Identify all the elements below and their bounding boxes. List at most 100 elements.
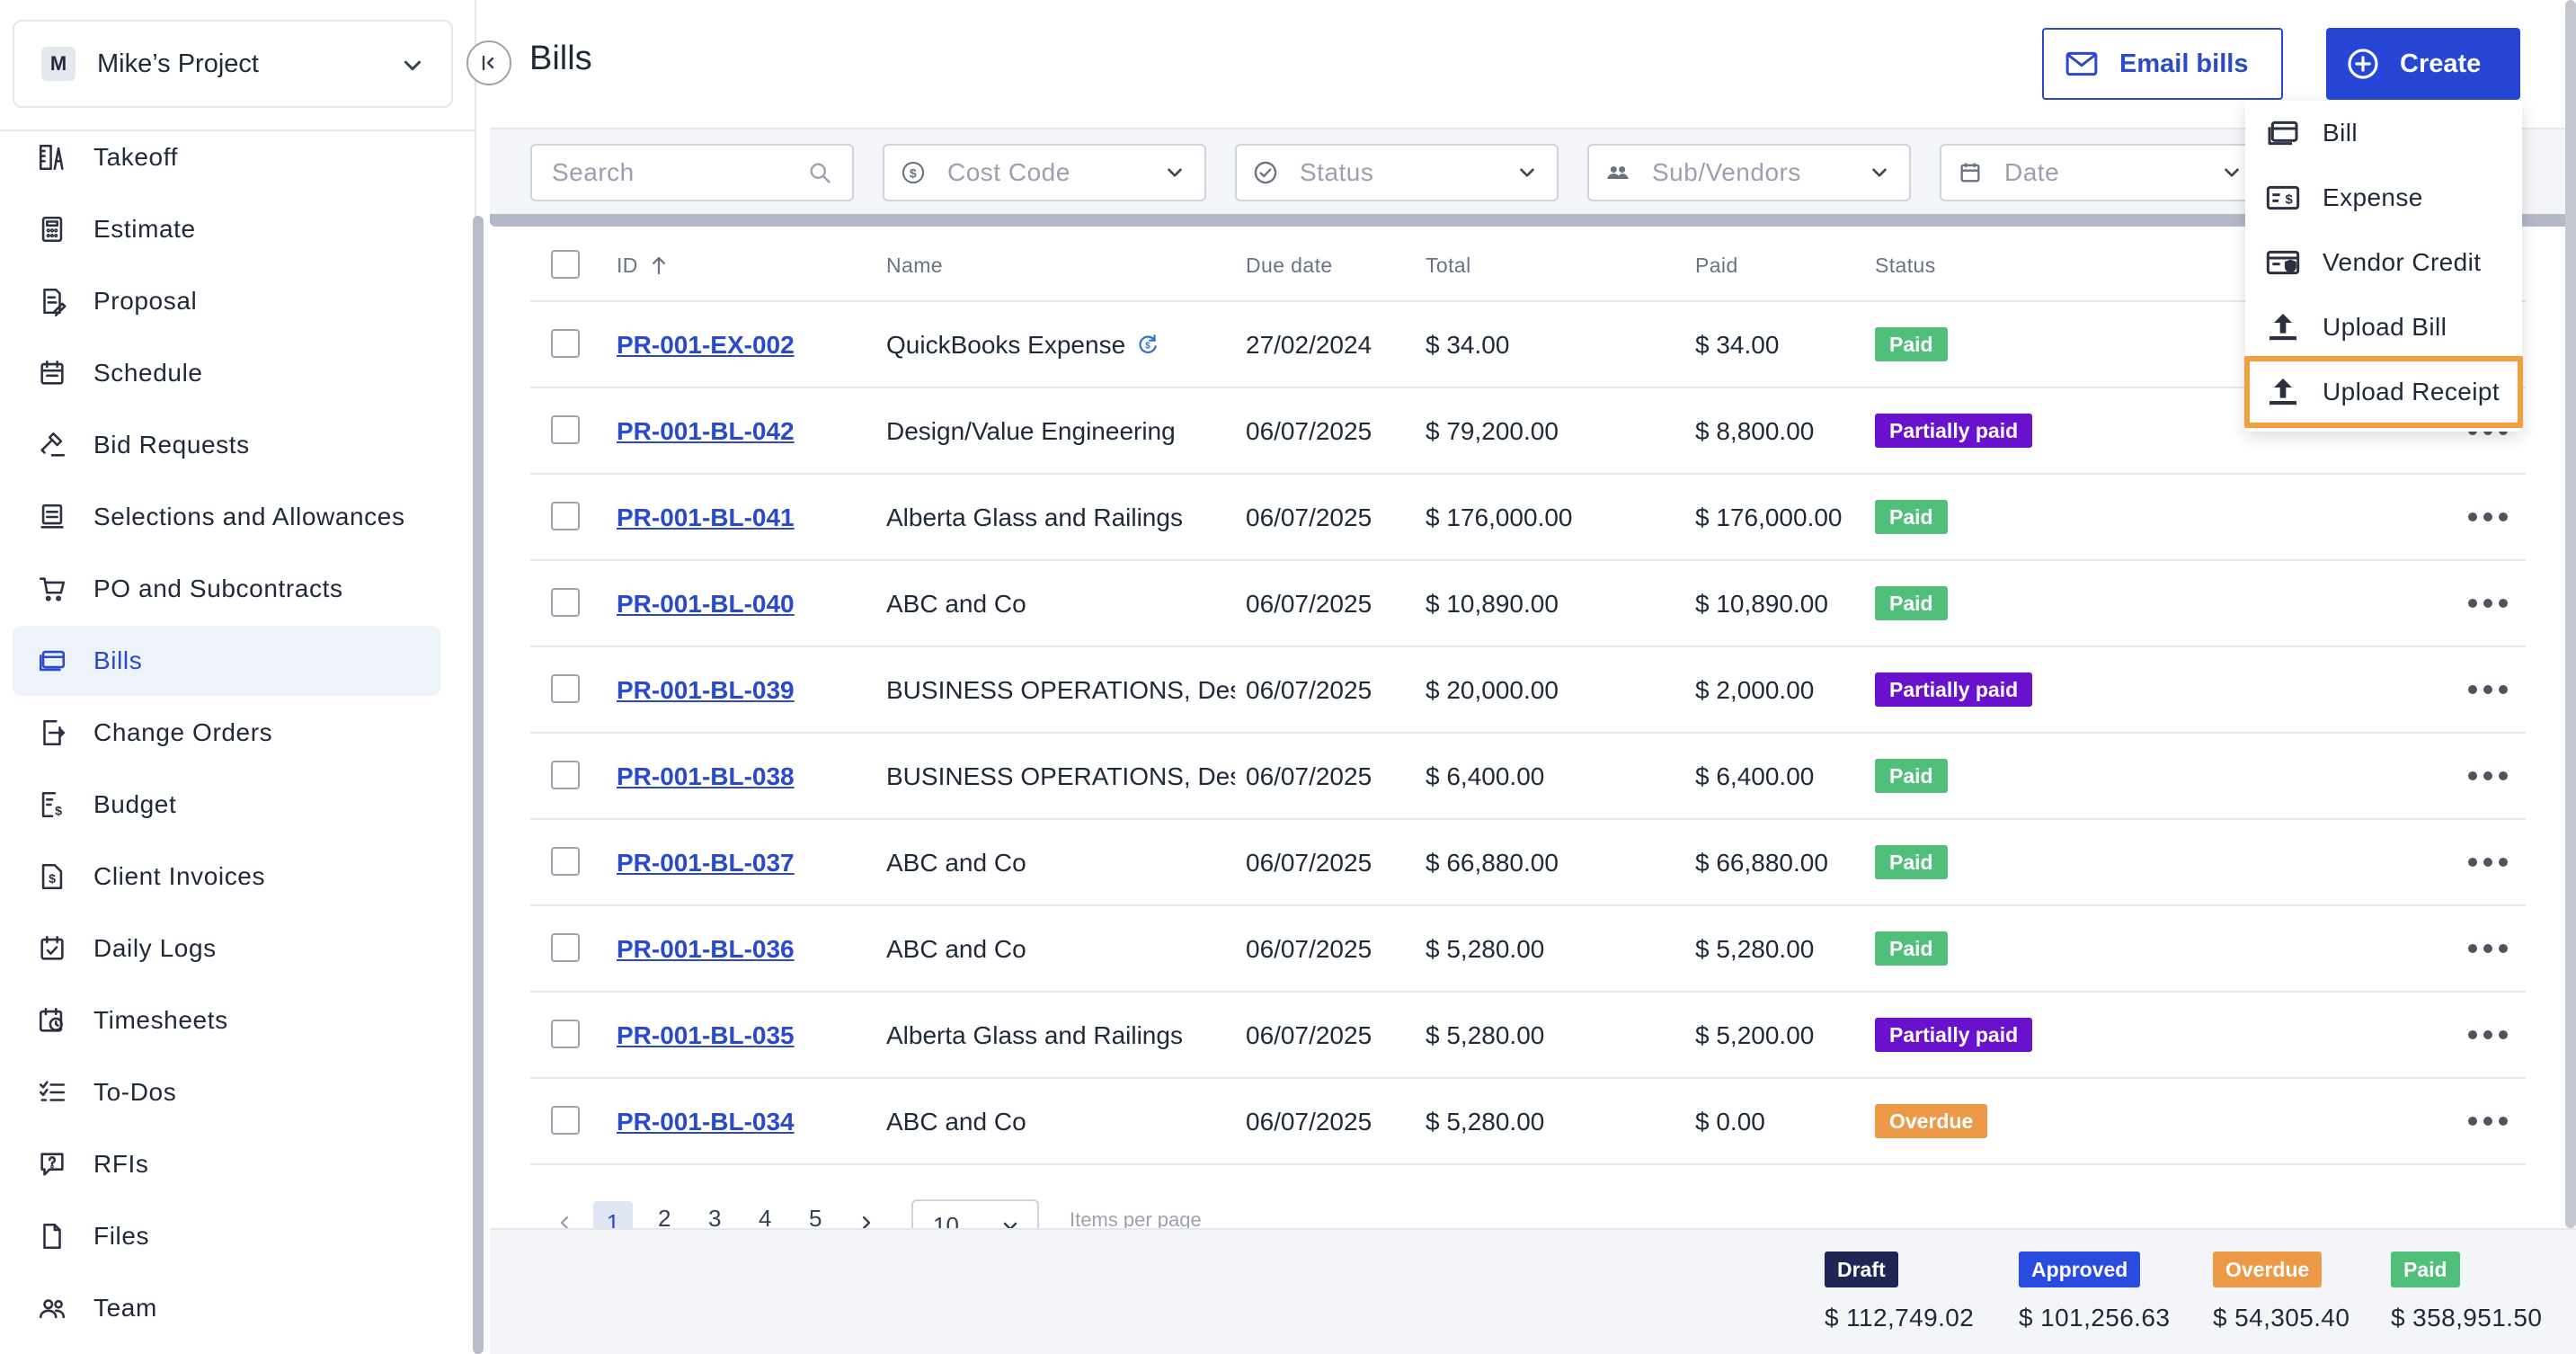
bill-id-link[interactable]: PR-001-BL-041 bbox=[617, 503, 795, 531]
sidebar-item-proposal[interactable]: Proposal bbox=[13, 266, 440, 336]
date-filter[interactable]: Date bbox=[1940, 144, 2263, 201]
table-row[interactable]: PR-001-BL-034 ABC and Co 06/07/2025 $ 5,… bbox=[530, 1079, 2526, 1165]
sidebar-item-client-invoices[interactable]: $ Client Invoices bbox=[13, 842, 440, 912]
chevron-left-icon[interactable] bbox=[554, 1212, 575, 1234]
create-button[interactable]: Create bbox=[2326, 28, 2520, 100]
bill-id-link[interactable]: PR-001-BL-042 bbox=[617, 417, 795, 445]
row-checkbox[interactable] bbox=[551, 674, 580, 703]
row-checkbox[interactable] bbox=[551, 588, 580, 617]
menu-item-label: Expense bbox=[2323, 183, 2423, 211]
bill-id-link[interactable]: PR-001-BL-037 bbox=[617, 849, 795, 877]
more-options-icon[interactable] bbox=[2468, 858, 2508, 869]
table-row[interactable]: PR-001-BL-038 BUSINESS OPERATIONS, Desig… bbox=[530, 734, 2526, 820]
table-row[interactable]: PR-001-BL-039 BUSINESS OPERATIONS, Desig… bbox=[530, 647, 2526, 734]
todos-icon bbox=[36, 1076, 68, 1109]
status-filter-label: Status bbox=[1300, 158, 1374, 186]
row-checkbox[interactable] bbox=[551, 1106, 580, 1135]
column-header-id[interactable]: ID bbox=[617, 254, 668, 278]
row-checkbox[interactable] bbox=[551, 415, 580, 444]
column-header-name[interactable]: Name bbox=[886, 254, 943, 277]
table-row[interactable]: PR-001-BL-036 ABC and Co 06/07/2025 $ 5,… bbox=[530, 906, 2526, 993]
menu-item-vendor-credit[interactable]: Vendor Credit bbox=[2245, 230, 2522, 295]
table-row[interactable]: PR-001-EX-002 QuickBooks Expense $ 27/02… bbox=[530, 302, 2526, 388]
row-checkbox[interactable] bbox=[551, 502, 580, 530]
bill-name: BUSINESS OPERATIONS, Design/Value Engine… bbox=[886, 676, 1235, 704]
total-amount: $ 66,880.00 bbox=[1426, 849, 1559, 877]
sidebar-item-files[interactable]: Files bbox=[13, 1201, 440, 1271]
more-options-icon[interactable] bbox=[2468, 685, 2508, 696]
project-switcher[interactable]: M Mike’s Project bbox=[13, 20, 453, 108]
status-filter[interactable]: Status bbox=[1235, 144, 1559, 201]
collapse-sidebar-button[interactable] bbox=[466, 40, 511, 85]
status-badge: Paid bbox=[1875, 327, 1948, 361]
sidebar-item-bid-requests[interactable]: Bid Requests bbox=[13, 410, 440, 480]
sidebar-item-selections-and-allowances[interactable]: Selections and Allowances bbox=[13, 482, 440, 552]
bill-id-link[interactable]: PR-001-BL-038 bbox=[617, 762, 795, 790]
sidebar-item-to-dos[interactable]: To-Dos bbox=[13, 1057, 440, 1127]
bill-id-link[interactable]: PR-001-BL-034 bbox=[617, 1108, 795, 1136]
horizontal-scrollbar[interactable] bbox=[490, 214, 2576, 227]
column-header-due-date[interactable]: Due date bbox=[1246, 254, 1333, 277]
row-checkbox[interactable] bbox=[551, 847, 580, 876]
column-header-status[interactable]: Status bbox=[1875, 254, 1936, 277]
page-2-button[interactable]: 2 bbox=[658, 1205, 671, 1232]
page-3-button[interactable]: 3 bbox=[708, 1205, 722, 1232]
table-row[interactable]: PR-001-BL-042 Design/Value Engineering 0… bbox=[530, 388, 2526, 475]
select-all-checkbox[interactable] bbox=[551, 250, 580, 279]
menu-item-expense[interactable]: $ Expense bbox=[2245, 165, 2522, 230]
sidebar-item-schedule[interactable]: Schedule bbox=[13, 338, 440, 408]
bill-id-link[interactable]: PR-001-BL-035 bbox=[617, 1021, 795, 1049]
sub-vendors-filter[interactable]: Sub/Vendors bbox=[1587, 144, 1911, 201]
bill-id-link[interactable]: PR-001-BL-040 bbox=[617, 590, 795, 618]
sidebar-item-budget[interactable]: $ Budget bbox=[13, 770, 440, 840]
menu-item-bill[interactable]: Bill bbox=[2245, 101, 2522, 165]
more-options-icon[interactable] bbox=[2468, 944, 2508, 955]
table-row[interactable]: PR-001-BL-035 Alberta Glass and Railings… bbox=[530, 993, 2526, 1079]
menu-item-upload-bill[interactable]: Upload Bill bbox=[2245, 295, 2522, 360]
sidebar-item-takeoff[interactable]: Takeoff bbox=[13, 122, 440, 192]
sidebar-item-po-and-subcontracts[interactable]: PO and Subcontracts bbox=[13, 554, 440, 624]
sidebar-item-team[interactable]: Team bbox=[13, 1273, 440, 1343]
column-header-total[interactable]: Total bbox=[1426, 254, 1471, 277]
cost-code-filter[interactable]: $ Cost Code bbox=[883, 144, 1206, 201]
more-options-icon[interactable] bbox=[2468, 771, 2508, 782]
sidebar-item-label: Daily Logs bbox=[93, 934, 217, 962]
sidebar-item-change-orders[interactable]: Change Orders bbox=[13, 698, 440, 768]
column-header-paid[interactable]: Paid bbox=[1695, 254, 1738, 277]
sidebar-item-daily-logs[interactable]: Daily Logs bbox=[13, 913, 440, 984]
sidebar-item-label: To-Dos bbox=[93, 1078, 177, 1106]
sidebar-item-timesheets[interactable]: Timesheets bbox=[13, 985, 440, 1056]
menu-item-upload-receipt[interactable]: Upload Receipt bbox=[2245, 360, 2522, 424]
row-checkbox[interactable] bbox=[551, 1020, 580, 1048]
table-row[interactable]: PR-001-BL-037 ABC and Co 06/07/2025 $ 66… bbox=[530, 820, 2526, 906]
sidebar-item-rfis[interactable]: RFIs bbox=[13, 1129, 440, 1199]
bill-id-link[interactable]: PR-001-BL-036 bbox=[617, 935, 795, 963]
more-options-icon[interactable] bbox=[2468, 1117, 2508, 1127]
search-input[interactable]: Search bbox=[530, 144, 854, 201]
main-scrollbar[interactable] bbox=[2565, 0, 2576, 1228]
row-checkbox[interactable] bbox=[551, 761, 580, 789]
bill-id-link[interactable]: PR-001-EX-002 bbox=[617, 331, 795, 359]
page-4-button[interactable]: 4 bbox=[759, 1205, 772, 1232]
row-checkbox[interactable] bbox=[551, 329, 580, 358]
more-options-icon[interactable] bbox=[2468, 512, 2508, 523]
sidebar-scrollbar[interactable] bbox=[473, 216, 484, 1354]
table-row[interactable]: PR-001-BL-041 Alberta Glass and Railings… bbox=[530, 475, 2526, 561]
bill-name: BUSINESS OPERATIONS, Design/Value Engine… bbox=[886, 762, 1235, 790]
svg-text:$: $ bbox=[55, 804, 62, 818]
more-options-icon[interactable] bbox=[2468, 1030, 2508, 1041]
sidebar-item-bills[interactable]: Bills bbox=[13, 626, 440, 696]
page-5-button[interactable]: 5 bbox=[809, 1205, 822, 1232]
sidebar-item-estimate[interactable]: Estimate bbox=[13, 194, 440, 264]
table-row[interactable]: PR-001-BL-040 ABC and Co 06/07/2025 $ 10… bbox=[530, 561, 2526, 647]
status-badge: Paid bbox=[1875, 759, 1948, 793]
total-amount: $ 6,400.00 bbox=[1426, 762, 1545, 790]
email-bills-button[interactable]: Email bills bbox=[2042, 28, 2283, 100]
budget-icon: $ bbox=[36, 788, 68, 821]
summary-badge-draft: Draft bbox=[1825, 1252, 1898, 1287]
more-options-icon[interactable] bbox=[2468, 599, 2508, 610]
row-checkbox[interactable] bbox=[551, 933, 580, 962]
daily-logs-icon bbox=[36, 932, 68, 965]
bill-id-link[interactable]: PR-001-BL-039 bbox=[617, 676, 795, 704]
chevron-right-icon[interactable] bbox=[856, 1212, 877, 1234]
